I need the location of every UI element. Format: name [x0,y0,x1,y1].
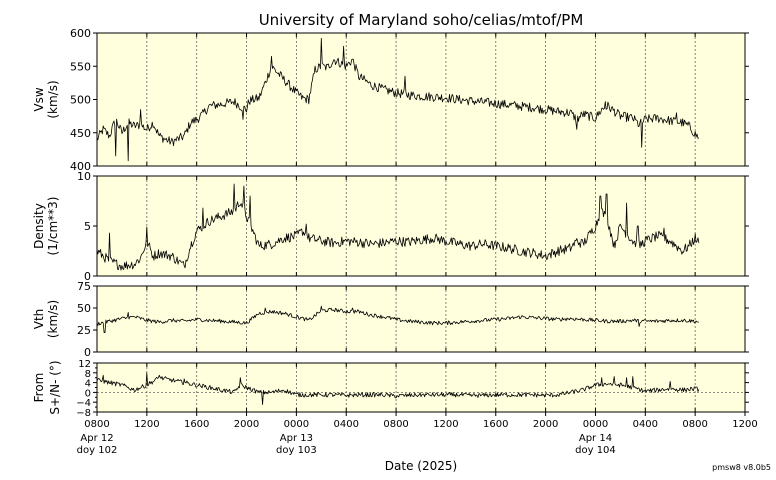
y-axis-label: Vth [32,309,46,330]
x-axis-label: Date (2025) [385,459,457,473]
y-tick-label: 75 [77,280,91,293]
y-tick-label: −4 [76,398,91,409]
x-tick-label: 0800 [383,419,408,430]
y-tick-label: 5 [84,220,91,233]
x-tick-label: 0000 [284,419,309,430]
x-tick-label: 1600 [184,419,209,430]
x-tick-label: 1200 [134,419,159,430]
x-tick-label: 1200 [433,419,458,430]
y-tick-label: 0 [84,346,91,359]
y-tick-label: 50 [77,302,91,315]
x-tick-label: 0400 [633,419,658,430]
panel-background [97,363,745,412]
y-tick-label: 25 [77,324,91,337]
x-tick-label: 1600 [483,419,508,430]
y-tick-label: −8 [76,408,91,419]
series-line-density [96,183,700,271]
panel-frame [96,285,746,353]
y-axis-label: (km/s) [46,80,60,118]
x-tick-label: 2000 [533,419,558,430]
x-tick-label: 0400 [334,419,359,430]
y-axis-label: Vsw [32,87,46,111]
panel-background [97,286,745,352]
panel-background [97,176,745,276]
doy-label: doy 103 [276,445,317,456]
x-tick-label: 0000 [583,419,608,430]
series-line-vsw [96,37,699,162]
y-tick-label: 500 [70,94,91,107]
y-tick-label: 4 [85,379,91,390]
y-axis-label: Density [32,203,46,249]
x-tick-label: 2000 [234,419,259,430]
series-line-angle [96,372,700,405]
x-tick-label: 0800 [84,419,109,430]
y-tick-label: 10 [77,170,91,183]
panel-vth: 0 25 50 75 Vth (km/s) [32,280,749,359]
y-axis-label: (1/cm**3) [46,197,60,256]
version-label: pmsw8 v8.0b5 [712,463,771,472]
y-tick-label: 450 [70,127,91,140]
date-label: Apr 13 [280,433,313,444]
date-label: Apr 12 [80,433,113,444]
y-tick-label: 400 [70,160,91,173]
chart-title: University of Maryland soho/celias/mtof/… [259,11,584,29]
y-tick-label: 8 [85,369,91,380]
series-line-vth [96,305,699,333]
y-axis-label: S+/N- (°) [48,360,62,414]
y-tick-label: 0 [84,270,91,283]
x-axis: 0800 1200 1600 2000 0000 0400 0800 1200 1600 2000… [77,412,758,456]
x-tick-label: 0800 [682,419,707,430]
y-tick-label: 600 [70,27,91,40]
panel-background [97,33,745,166]
doy-label: doy 102 [77,445,118,456]
date-label: Apr 14 [579,433,612,444]
x-tick-label: 1200 [732,419,757,430]
panel-density: 0 5 10 Density (1/cm**3) [32,170,749,283]
y-tick-label: 550 [70,60,91,73]
panel-vsw: 400 450 500 550 600 Vsw (km/s) [32,27,749,173]
y-tick-label: 12 [78,359,91,370]
doy-label: doy 104 [575,445,616,456]
y-tick-label: 0 [85,388,91,399]
y-axis-label: From [32,373,46,403]
y-axis-label: (km/s) [46,300,60,338]
